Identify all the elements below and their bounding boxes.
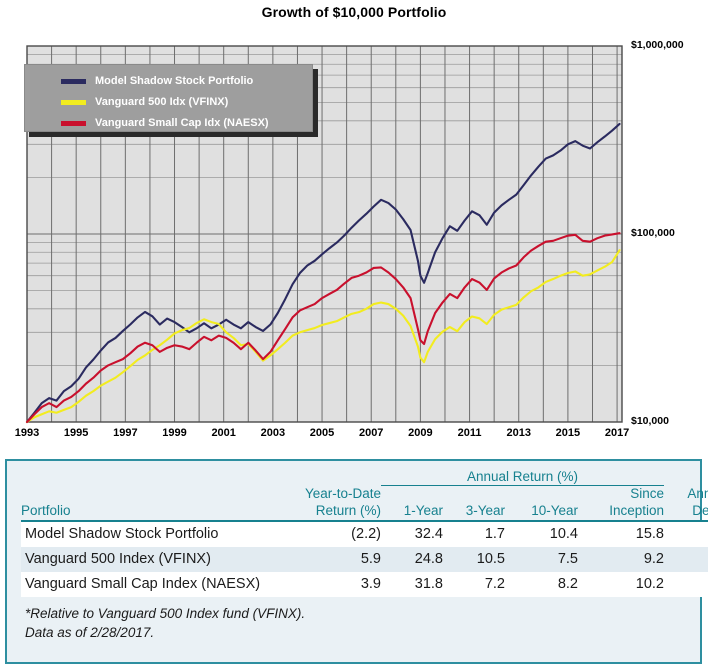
x-axis-tick-label: 1999: [162, 427, 187, 439]
header-ten-year: 10-Year: [505, 503, 578, 522]
table-row: Vanguard Small Cap Index (NAESX) 3.9 31.8 7…: [21, 572, 708, 597]
performance-table: Annual Return (%) Year-to-Date Since Ann…: [21, 469, 708, 597]
legend-label: Vanguard Small Cap Idx (NAESX): [95, 117, 269, 129]
x-axis-tick-label: 2011: [457, 427, 482, 439]
header-portfolio: Portfolio: [21, 503, 289, 522]
cell-since-inception: 10.2: [578, 572, 664, 597]
legend-label: Model Shadow Stock Portfolio: [95, 75, 254, 87]
y-axis-tick-label: $1,000,000: [631, 39, 684, 51]
header-since-line2: Inception: [578, 503, 664, 522]
cell-1-year: 24.8: [381, 547, 443, 572]
header-ytd-line2: Return (%): [289, 503, 381, 522]
legend-item: Model Shadow Stock Portfolio: [61, 72, 253, 90]
header-since-line1: Since: [630, 486, 664, 501]
legend-item: Vanguard 500 Idx (VFINX): [61, 93, 228, 111]
table-body: Model Shadow Stock Portfolio (2.2) 32.4 1.7…: [21, 521, 708, 597]
cell-1-year: 31.8: [381, 572, 443, 597]
x-axis-tick-label: 2017: [604, 427, 630, 439]
cell-10-year: 10.4: [505, 521, 578, 547]
chart-container: $1,000,000 $100,000 $10,000 1993 1995 1997 19…: [0, 26, 708, 454]
table-row: Vanguard 500 Index (VFINX) 5.9 24.8 10.5 7.5…: [21, 547, 708, 572]
cell-portfolio-name: Model Shadow Stock Portfolio: [21, 521, 289, 547]
cell-portfolio-name: Vanguard Small Cap Index (NAESX): [21, 572, 289, 597]
cell-ytd-return: (2.2): [289, 521, 381, 547]
cell-ytd-return: 5.9: [289, 547, 381, 572]
annual-return-group-header: Annual Return (%): [381, 469, 664, 486]
chart-legend: Model Shadow Stock Portfolio Vanguard 500…: [24, 64, 313, 132]
legend-color-swatch: [61, 99, 86, 105]
legend-item: Vanguard Small Cap Idx (NAESX): [61, 114, 269, 132]
x-axis-tick-label: 2001: [211, 427, 236, 439]
table-group-header-row: Annual Return (%): [21, 469, 708, 486]
legend-color-swatch: [61, 78, 86, 84]
cell-since-inception: 9.2: [578, 547, 664, 572]
cell-10-year: 8.2: [505, 572, 578, 597]
cell-since-inception: 15.8: [578, 521, 664, 547]
cell-std-dev: 10.2: [664, 547, 708, 572]
table-row: Model Shadow Stock Portfolio (2.2) 32.4 1.7…: [21, 521, 708, 547]
header-stddev-line2: Dev (%): [664, 503, 708, 522]
x-axis-tick-label: 1997: [113, 427, 138, 439]
cell-std-dev: 17.0: [664, 521, 708, 547]
x-axis-tick-label: 2005: [309, 427, 335, 439]
cell-1-year: 32.4: [381, 521, 443, 547]
y-axis-tick-label: $100,000: [631, 227, 675, 239]
table-header-row-top: Year-to-Date Since Ann'l Std: [21, 486, 708, 504]
performance-table-panel: Annual Return (%) Year-to-Date Since Ann…: [5, 459, 708, 664]
x-axis-tick-label: 2015: [555, 427, 581, 439]
header-three-year: 3-Year: [443, 503, 505, 522]
footnote-line-2: Data as of 2/28/2017.: [25, 625, 155, 640]
x-axis-tick-label: 2009: [408, 427, 433, 439]
cell-10-year: 7.5: [505, 547, 578, 572]
table-header-row-bottom: Portfolio Return (%) 1-Year 3-Year 10-Ye…: [21, 503, 708, 522]
x-axis-tick-label: 2003: [260, 427, 286, 439]
cell-3-year: 7.2: [443, 572, 505, 597]
x-axis-tick-label: 2013: [506, 427, 531, 439]
cell-3-year: 1.7: [443, 521, 505, 547]
page-title: Growth of $10,000 Portfolio: [261, 4, 447, 20]
footnote-line-1: *Relative to Vanguard 500 Index fund (VF…: [25, 606, 306, 621]
cell-std-dev: 13.4: [664, 572, 708, 597]
cell-portfolio-name: Vanguard 500 Index (VFINX): [21, 547, 289, 572]
legend-color-swatch: [61, 120, 86, 126]
legend-label: Vanguard 500 Idx (VFINX): [95, 96, 229, 108]
header-ytd-line1: Year-to-Date: [304, 486, 381, 501]
x-axis-tick-label: 2007: [358, 427, 384, 439]
x-axis-tick-label: 1993: [14, 427, 40, 439]
header-one-year: 1-Year: [381, 503, 443, 522]
cell-3-year: 10.5: [443, 547, 505, 572]
table-footnote: *Relative to Vanguard 500 Index fund (VF…: [25, 604, 685, 642]
y-axis-tick-label: $10,000: [631, 415, 669, 427]
x-axis-tick-label: 1995: [63, 427, 89, 439]
cell-ytd-return: 3.9: [289, 572, 381, 597]
header-stddev-line1: Ann'l Std: [687, 486, 708, 501]
